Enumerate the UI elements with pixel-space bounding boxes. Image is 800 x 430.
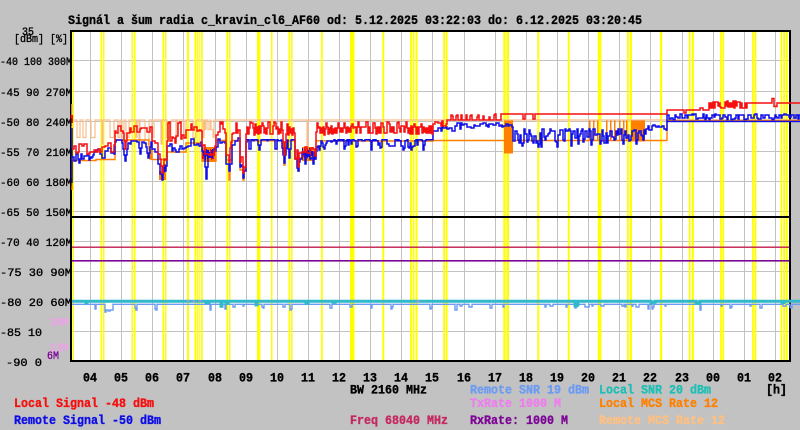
svg-text:-60 60 180M: -60 60 180M	[0, 178, 72, 190]
svg-text:Signál a šum radia c_kravin_cl: Signál a šum radia c_kravin_cl6_AF60 od:…	[68, 13, 642, 28]
svg-text:09: 09	[239, 372, 253, 386]
svg-text:19: 19	[550, 372, 564, 386]
svg-text:07: 07	[176, 372, 190, 386]
svg-text:-50 80 240M: -50 80 240M	[0, 118, 72, 130]
svg-text:23: 23	[675, 372, 689, 386]
svg-text:13: 13	[363, 372, 377, 386]
svg-text:Local MCS Rate 12: Local MCS Rate 12	[599, 397, 718, 411]
svg-text:10: 10	[270, 372, 284, 386]
svg-text:-65 50 150M: -65 50 150M	[0, 208, 72, 220]
svg-text:Remote SNR 19 dBm: Remote SNR 19 dBm	[470, 384, 589, 398]
svg-text:Remote MCS Rate 12: Remote MCS Rate 12	[599, 414, 725, 428]
svg-text:Remote Signal -50 dBm: Remote Signal -50 dBm	[14, 414, 161, 428]
svg-text:Freq 68040 MHz: Freq 68040 MHz	[350, 414, 448, 428]
svg-text:-80 20 60M: -80 20 60M	[0, 298, 72, 310]
svg-text:13M: 13M	[50, 343, 68, 355]
svg-text:-40 100 300M: -40 100 300M	[0, 57, 72, 69]
svg-text:Local SNR 20 dBm: Local SNR 20 dBm	[599, 384, 711, 398]
svg-text:TxRate 1000 M: TxRate 1000 M	[470, 397, 561, 411]
svg-text:[h]: [h]	[766, 384, 787, 398]
svg-text:16: 16	[457, 372, 471, 386]
svg-text:BW 2160 MHz: BW 2160 MHz	[350, 384, 427, 398]
svg-text:[dBm] [%]: [dBm] [%]	[14, 34, 68, 46]
svg-text:-70 40 120M: -70 40 120M	[0, 238, 72, 250]
svg-text:6M: 6M	[47, 351, 59, 363]
svg-text:06: 06	[145, 372, 159, 386]
svg-text:Local Signal -48 dBm: Local Signal -48 dBm	[14, 397, 154, 411]
svg-text:39M: 39M	[50, 318, 68, 330]
svg-text:-75 30 90M: -75 30 90M	[0, 268, 72, 280]
svg-text:35: 35	[22, 27, 34, 39]
svg-text:05: 05	[114, 372, 128, 386]
svg-text:21: 21	[612, 372, 626, 386]
svg-text:17: 17	[488, 372, 502, 386]
svg-text:08: 08	[208, 372, 222, 386]
svg-text:14: 14	[394, 372, 408, 386]
svg-text:04: 04	[83, 372, 97, 386]
svg-text:02: 02	[768, 372, 782, 386]
svg-text:-85 10: -85 10	[0, 328, 42, 340]
svg-text:15: 15	[425, 372, 439, 386]
svg-text:-55 70 210M: -55 70 210M	[0, 148, 72, 160]
svg-text:00: 00	[706, 372, 720, 386]
svg-text:22: 22	[643, 372, 657, 386]
svg-text:-90 0: -90 0	[6, 358, 42, 370]
svg-text:01: 01	[737, 372, 751, 386]
svg-text:18: 18	[519, 372, 533, 386]
svg-text:RxRate: 1000 M: RxRate: 1000 M	[470, 414, 568, 428]
svg-text:20: 20	[581, 372, 595, 386]
svg-text:11: 11	[301, 372, 315, 386]
svg-text:-45 90 270M: -45 90 270M	[0, 88, 72, 100]
svg-text:12: 12	[332, 372, 346, 386]
